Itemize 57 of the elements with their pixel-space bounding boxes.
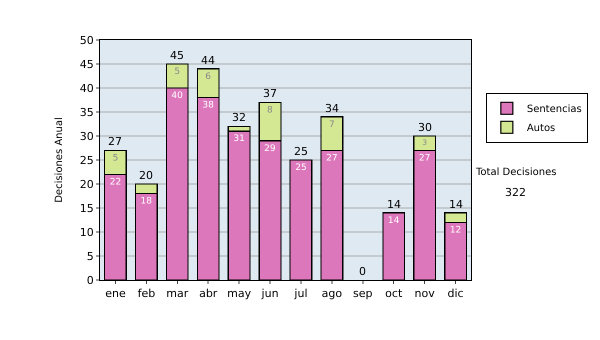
x-tick-label: mar bbox=[166, 287, 189, 300]
y-tick-label: 0 bbox=[86, 274, 94, 287]
data-label: 27 bbox=[418, 153, 430, 164]
legend-label: Sentencias bbox=[526, 104, 582, 116]
y-tick-label: 40 bbox=[80, 82, 94, 95]
x-tick-label: may bbox=[227, 287, 252, 300]
y-tick-label: 50 bbox=[80, 34, 94, 47]
x-tick-label: feb bbox=[138, 287, 156, 300]
text: 322 bbox=[505, 186, 526, 199]
legend-label: Autos bbox=[526, 123, 556, 134]
text: Total Decisiones bbox=[475, 167, 556, 178]
x-tick-label: abr bbox=[199, 287, 218, 300]
y-tick-label: 5 bbox=[86, 250, 94, 263]
data-label: 5 bbox=[112, 153, 118, 164]
x-tick-label: dic bbox=[447, 287, 464, 300]
data-label: 40 bbox=[171, 91, 184, 101]
total-label: 14 bbox=[387, 198, 401, 211]
total-label: 0 bbox=[359, 265, 366, 278]
data-label: 18 bbox=[140, 196, 152, 207]
x-tick-label: nov bbox=[414, 287, 436, 300]
data-label: 31 bbox=[233, 134, 245, 144]
y-tick-label: 35 bbox=[80, 106, 94, 119]
y-tick-label: 10 bbox=[80, 226, 94, 239]
data-label: 38 bbox=[202, 100, 214, 111]
y-tick-label: 30 bbox=[80, 130, 94, 143]
data-label: 8 bbox=[267, 105, 274, 116]
y-tick-label: 20 bbox=[80, 178, 94, 191]
total-label: 44 bbox=[201, 54, 215, 67]
data-label: 14 bbox=[388, 216, 400, 226]
total-label: 32 bbox=[232, 111, 246, 124]
y-tick-label: 45 bbox=[80, 58, 94, 71]
y-tick-label: 15 bbox=[80, 202, 94, 215]
data-label: 3 bbox=[422, 138, 428, 147]
total-label: 27 bbox=[108, 135, 122, 148]
x-tick-label: oct bbox=[385, 287, 403, 300]
total-label: 14 bbox=[449, 198, 463, 211]
x-tick-label: jul bbox=[293, 287, 308, 300]
data-label: 29 bbox=[264, 144, 276, 154]
x-tick-label: ago bbox=[322, 287, 342, 300]
data-label: 22 bbox=[110, 177, 122, 188]
data-label: 7 bbox=[329, 120, 335, 130]
y-axis-title: Decisiones Anual bbox=[54, 117, 65, 203]
total-label: 37 bbox=[263, 87, 277, 100]
data-label: 25 bbox=[295, 163, 307, 173]
data-label: 27 bbox=[326, 153, 338, 164]
data-label: 12 bbox=[450, 225, 462, 236]
total-label: 34 bbox=[325, 102, 339, 115]
x-tick-label: jun bbox=[260, 287, 279, 300]
y-tick-label: 25 bbox=[80, 154, 94, 167]
data-label: 5 bbox=[174, 67, 180, 77]
total-label: 45 bbox=[170, 49, 184, 62]
x-tick-label: sep bbox=[353, 287, 373, 300]
x-tick-label: ene bbox=[105, 287, 126, 300]
total-label: 25 bbox=[294, 145, 308, 158]
total-label: 20 bbox=[139, 169, 153, 182]
data-label: 6 bbox=[205, 72, 212, 82]
total-label: 30 bbox=[418, 121, 432, 134]
